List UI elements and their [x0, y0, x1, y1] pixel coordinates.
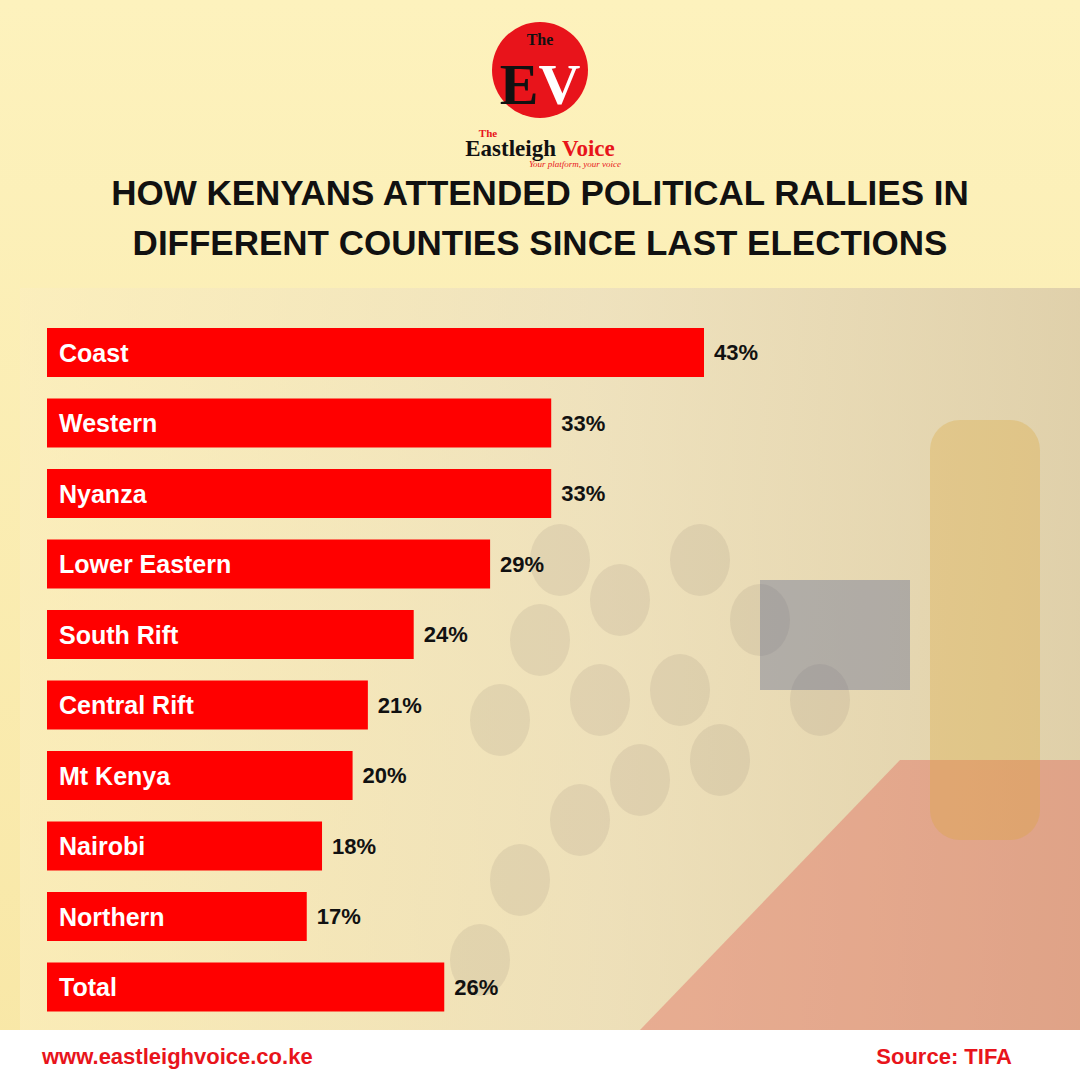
bar	[47, 469, 551, 518]
crowd-decoration	[610, 744, 670, 816]
category-label: Total	[59, 973, 117, 1001]
footer-source: Source: TIFA	[876, 1044, 1012, 1069]
brand-accent: Voice	[562, 136, 615, 161]
bars	[47, 328, 704, 1012]
bar	[47, 328, 704, 377]
data-label: 21%	[378, 693, 422, 718]
data-label: 18%	[332, 834, 376, 859]
data-label: 17%	[317, 904, 361, 929]
crowd-decoration	[670, 524, 730, 596]
chart-title: HOW KENYANS ATTENDED POLITICAL RALLIES I…	[111, 173, 969, 212]
bar	[47, 610, 414, 659]
chart-title: DIFFERENT COUNTIES SINCE LAST ELECTIONS	[133, 223, 948, 262]
crowd-decoration	[510, 604, 570, 676]
crowd-decoration	[690, 724, 750, 796]
crowd-decoration	[570, 664, 630, 736]
data-label: 26%	[454, 975, 498, 1000]
category-label: Central Rift	[59, 691, 194, 719]
chart-canvas: TheEVTheEastleighVoiceYour platform, you…	[0, 0, 1080, 1080]
data-label: 33%	[561, 411, 605, 436]
crowd-decoration	[590, 564, 650, 636]
data-label: 29%	[500, 552, 544, 577]
bar	[47, 751, 353, 800]
bar	[47, 892, 307, 941]
category-label: Mt Kenya	[59, 762, 171, 790]
category-label: Nyanza	[59, 480, 148, 508]
labels: Coast 43% Western 33% Nyanza 33% Lower Eastern…	[59, 339, 758, 1002]
logo-letter: V	[538, 52, 580, 117]
brand-main: Eastleigh	[465, 136, 556, 161]
footer-band	[0, 1030, 1080, 1080]
photo-panel	[20, 288, 1080, 1030]
crowd-decoration	[550, 784, 610, 856]
crowd-decoration	[470, 684, 530, 756]
brand-name: EastleighVoice	[465, 136, 615, 161]
bar	[47, 681, 368, 730]
category-label: Lower Eastern	[59, 550, 231, 578]
crowd-decoration	[490, 844, 550, 916]
bar	[47, 822, 322, 871]
logo-the: The	[527, 31, 554, 48]
data-label: 24%	[424, 622, 468, 647]
data-label: 43%	[714, 340, 758, 365]
category-label: Nairobi	[59, 832, 145, 860]
crowd-decoration	[650, 654, 710, 726]
brand-tagline: Your platform, your voice	[529, 159, 621, 169]
logo-ev: EV	[500, 52, 581, 117]
category-label: Coast	[59, 339, 129, 367]
bar	[47, 399, 551, 448]
footer-website: www.eastleighvoice.co.ke	[41, 1044, 313, 1069]
logo-letter: E	[500, 52, 539, 117]
data-label: 33%	[561, 481, 605, 506]
background	[0, 0, 1080, 1080]
podium-decoration	[760, 580, 910, 690]
category-label: Northern	[59, 903, 165, 931]
logo-badge	[492, 22, 588, 118]
bar	[47, 540, 490, 589]
speaker-decoration	[930, 420, 1040, 840]
category-label: South Rift	[59, 621, 179, 649]
bar	[47, 963, 444, 1012]
data-label: 20%	[363, 763, 407, 788]
category-label: Western	[59, 409, 157, 437]
